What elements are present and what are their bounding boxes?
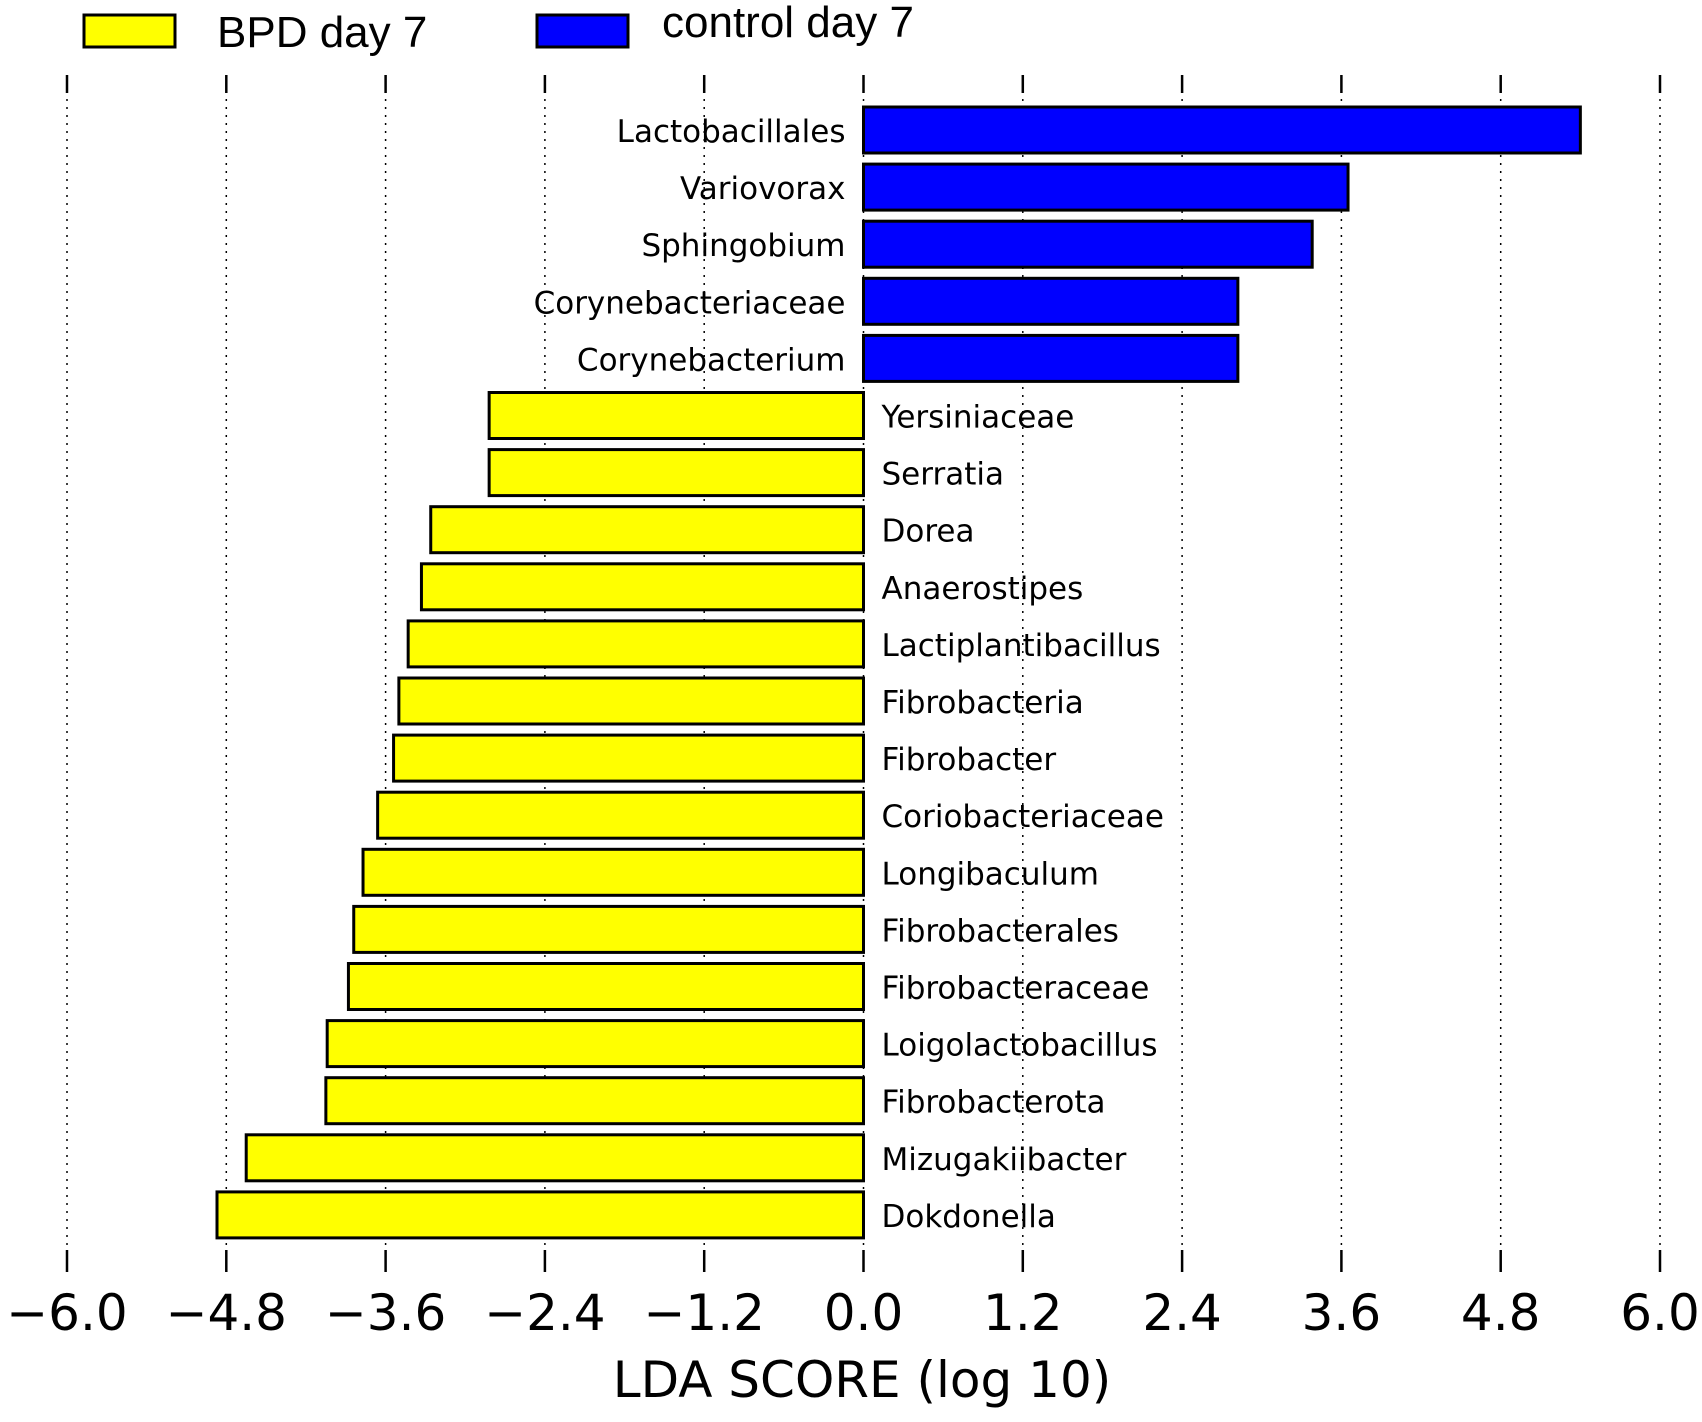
x-tick-label: 3.6 [1302,1284,1382,1342]
x-tick-label: −1.2 [643,1284,764,1342]
category-label: Serratia [882,457,1004,493]
bar [397,676,865,726]
category-label: Dokdonella [882,1199,1056,1235]
legend-label-control: control day 7 [662,0,914,47]
x-tick-label: −4.8 [166,1284,287,1342]
category-label: Variovorax [680,171,846,207]
bar [325,1019,865,1069]
category-label: Loigolactobacillus [882,1028,1158,1064]
bar [487,391,865,440]
x-tick-label: 4.8 [1461,1284,1541,1342]
category-label: Anaerostipes [882,571,1084,607]
category-label: Sphingobium [641,228,845,264]
bar [346,962,865,1011]
bar [862,276,1240,326]
bar [352,904,865,954]
category-label: Fibrobacterales [882,913,1119,949]
x-axis-title: LDA SCORE (log 10) [613,1351,1112,1409]
category-label: Mizugakiibacter [882,1142,1127,1178]
bar [324,1076,865,1126]
x-tick-label: −2.4 [484,1284,605,1342]
category-label: Fibrobacter [882,742,1057,778]
x-axis: −6.0 −4.8 −3.6 −2.4 −1.2 0.0 1.2 2.4 3.6 4.8 6.0 [6,75,1700,1342]
bar [862,219,1314,269]
category-label: Fibrobacteria [882,685,1084,721]
category-label: Corynebacteriaceae [534,285,846,321]
legend-swatch-bpd [82,13,177,49]
category-label: Longibaculum [882,856,1099,892]
bar [406,619,865,669]
bar [392,733,865,783]
category-label: Dorea [882,514,975,550]
bar [419,562,865,612]
x-tick-label: 0.0 [824,1284,904,1342]
bar [862,105,1582,155]
bars [215,105,1582,1240]
x-tick-label: 6.0 [1620,1284,1700,1342]
bar [487,448,865,498]
category-label: Fibrobacteraceae [882,971,1150,1007]
category-label: Corynebacterium [577,342,846,378]
category-label: Coriobacteriaceae [882,799,1164,835]
bar [361,847,865,897]
x-tick-label: 1.2 [983,1284,1063,1342]
bar [862,162,1350,212]
bar [429,505,865,555]
category-label: Yersiniaceae [881,400,1075,436]
bar-labels: Lactobacillales Variovorax Sphingobium Cory… [534,114,1164,1235]
category-label: Fibrobacterota [882,1085,1106,1121]
legend-swatch-control [535,13,630,49]
legend: BPD day 7 control day 7 [82,0,914,57]
bar [215,1190,865,1240]
category-label: Lactobacillales [617,114,846,150]
x-tick-label: −6.0 [6,1284,127,1342]
bar [862,333,1240,383]
bar [244,1133,865,1183]
x-tick-label: −3.6 [325,1284,446,1342]
x-tick-label: 2.4 [1142,1284,1222,1342]
category-label: Lactiplantibacillus [882,628,1161,664]
legend-label-bpd: BPD day 7 [217,8,427,57]
bar [376,790,865,840]
